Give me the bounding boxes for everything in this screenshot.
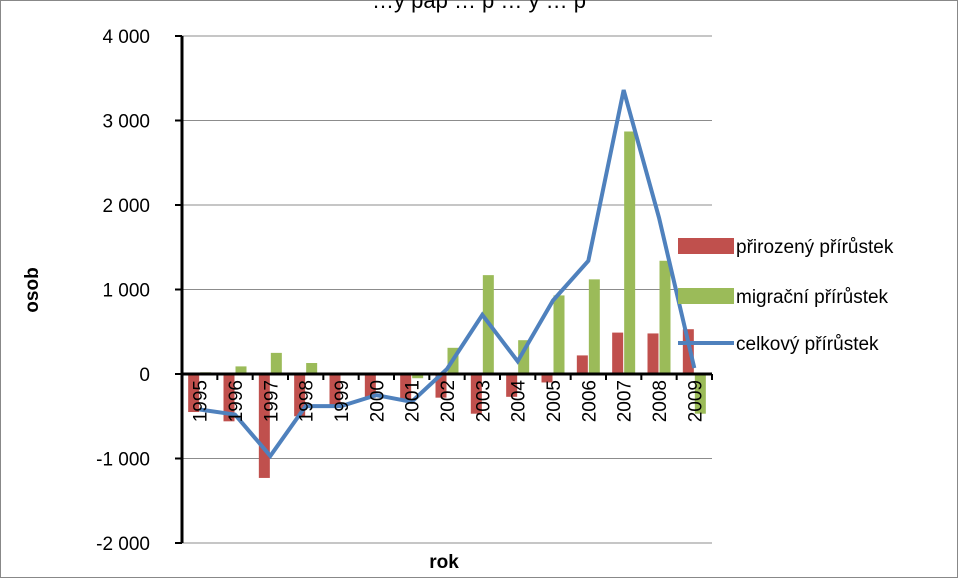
y-tick-labels: 4 000 3 000 2 000 1 000 0 -1 000 -2 000 <box>96 27 150 555</box>
x-category-label: 1996 <box>226 380 247 422</box>
legend: přirozený přírůstek migrační přírůstek cel… <box>678 237 894 355</box>
bar-natural-increase <box>329 374 341 407</box>
bar-natural-increase <box>435 374 447 398</box>
legend-label: migrační přírůstek <box>736 287 889 308</box>
total-line <box>199 89 697 460</box>
bar-migration-increase <box>518 340 530 374</box>
y-tick-label: 1 000 <box>102 281 150 302</box>
bar-migration-increase <box>306 363 318 374</box>
legend-swatch <box>678 238 734 254</box>
bar-natural-increase <box>364 374 376 398</box>
x-category-label: 2005 <box>544 380 565 422</box>
x-category-label: 2009 <box>685 380 706 422</box>
x-category-label: 2002 <box>438 380 459 422</box>
legend-swatch <box>678 288 734 304</box>
bar-migration-increase <box>659 260 671 374</box>
y-tick-label: -2 000 <box>96 534 150 555</box>
bar-natural-increase <box>400 374 412 400</box>
bars <box>188 131 706 478</box>
y-tick-label: 2 000 <box>102 196 150 217</box>
legend-label: přirozený přírůstek <box>736 237 894 258</box>
axes <box>175 35 713 544</box>
bar-natural-increase <box>188 374 200 413</box>
bar-natural-increase <box>258 374 270 478</box>
y-tick-label: -1 000 <box>96 450 150 471</box>
x-category-label: 1998 <box>297 380 318 422</box>
x-category-label: 2003 <box>473 380 494 422</box>
y-tick-label: 4 000 <box>102 27 150 48</box>
bar-natural-increase <box>541 374 553 383</box>
x-category-label: 2001 <box>403 380 424 422</box>
bar-natural-increase <box>506 374 518 397</box>
x-category-label: 2007 <box>615 380 636 422</box>
bar-migration-increase <box>694 374 706 414</box>
series-line-total <box>199 89 697 460</box>
x-category-label: 2000 <box>367 380 388 422</box>
bar-migration-increase <box>235 366 247 374</box>
x-category-label: 1995 <box>191 380 212 422</box>
bar-migration-increase <box>270 352 282 374</box>
chart-title-partial: …y pap … p … y … p <box>372 0 586 13</box>
bar-migration-increase <box>624 131 636 374</box>
y-axis-title: osob <box>22 267 43 312</box>
bar-natural-increase <box>470 374 482 414</box>
bar-natural-increase <box>612 332 624 374</box>
legend-label: celkový přírůstek <box>736 334 879 355</box>
bar-migration-increase <box>412 374 424 379</box>
bar-natural-increase <box>294 374 306 417</box>
x-category-label: 2006 <box>579 380 600 422</box>
bar-natural-increase <box>682 329 694 374</box>
x-category-label: 1999 <box>332 380 353 422</box>
bar-migration-increase <box>588 279 600 374</box>
x-category-label: 2004 <box>509 380 530 423</box>
x-category-label: 1997 <box>261 380 282 422</box>
x-category-label: 2008 <box>650 380 671 422</box>
y-tick-label: 3 000 <box>102 112 150 133</box>
bar-natural-increase <box>647 333 659 374</box>
y-tick-label: 0 <box>139 365 150 386</box>
x-category-labels: 1995 1996 1997 1998 1999 2000 2001 2002 2003 2004… <box>191 380 707 423</box>
x-axis-title: rok <box>429 552 459 573</box>
bar-migration-increase <box>553 295 565 374</box>
bar-natural-increase <box>576 355 588 374</box>
bar-natural-increase <box>223 374 235 422</box>
